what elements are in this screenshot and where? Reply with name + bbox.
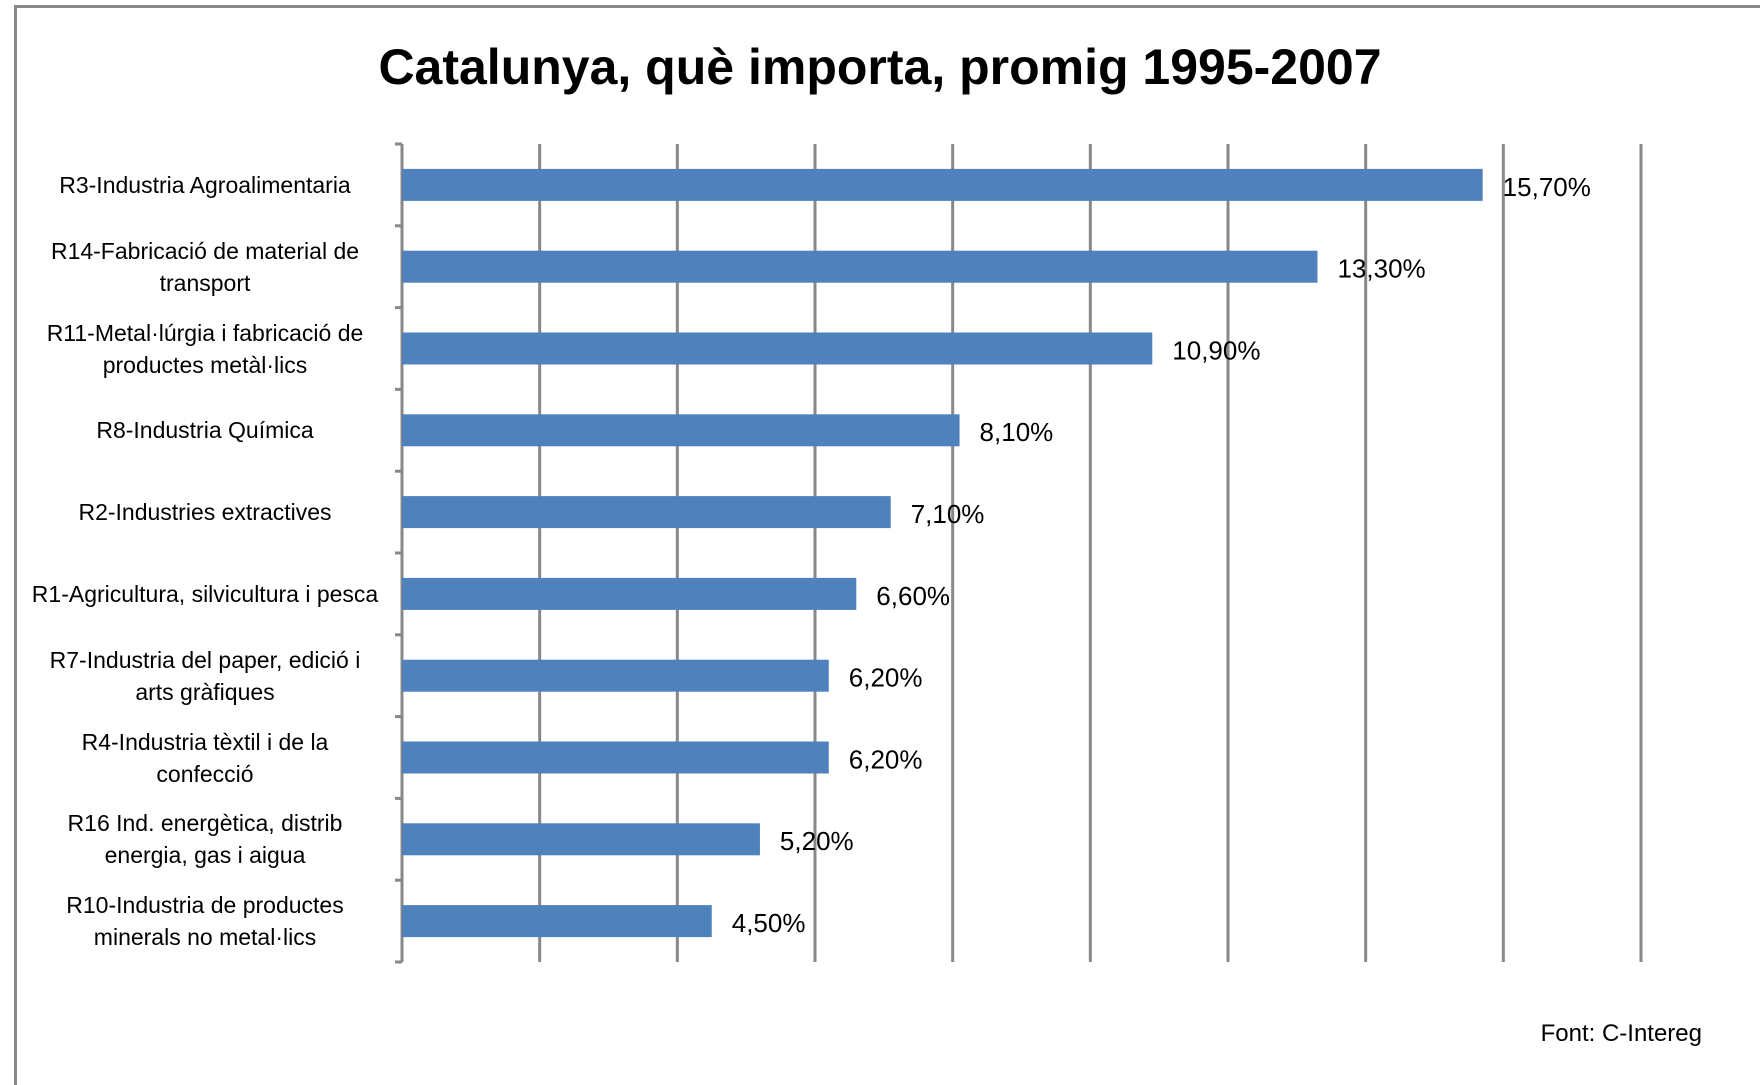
- data-label: 13,30%: [1337, 254, 1425, 284]
- y-tick-label: R4-Industria tèxtil i de la confecció: [81, 728, 329, 787]
- y-tick-label: R1-Agricultura, silvicultura i pesca: [31, 580, 379, 607]
- y-tick-label: R16 Ind. energètica, distrib energia, ga…: [67, 810, 343, 869]
- y-tick-label: R7-Industria del paper, edició i arts gr…: [49, 646, 361, 705]
- bar: [402, 496, 891, 529]
- bar: [402, 823, 760, 856]
- y-tick-label: R10-Industria de productes minerals no m…: [66, 892, 344, 951]
- bar: [402, 905, 712, 938]
- bar: [402, 659, 829, 692]
- data-label: 6,60%: [876, 581, 950, 611]
- data-label: 10,90%: [1172, 335, 1260, 365]
- data-label: 7,10%: [911, 499, 985, 529]
- chart-title: Catalunya, què importa, promig 1995-2007: [378, 39, 1382, 95]
- bar: [402, 332, 1153, 365]
- data-label: 4,50%: [732, 908, 806, 938]
- bar: [402, 414, 960, 447]
- y-tick-label: R8-Industria Química: [96, 417, 314, 444]
- bar: [402, 577, 857, 610]
- data-label: 8,10%: [980, 417, 1054, 447]
- data-label: 6,20%: [849, 744, 923, 774]
- y-tick-label: R14-Fabricació de material de transport: [50, 237, 360, 296]
- bar: [402, 250, 1318, 283]
- data-label: 5,20%: [780, 826, 854, 856]
- bar: [402, 741, 829, 774]
- data-label: 15,70%: [1503, 172, 1591, 202]
- chart-frame: [14, 5, 1760, 1085]
- y-tick-label: R11-Metal·lúrgia i fabricació de product…: [46, 319, 364, 378]
- bar: [402, 168, 1483, 201]
- y-tick-label: R2-Industries extractives: [78, 499, 332, 526]
- data-label: 6,20%: [849, 663, 923, 693]
- y-tick-label: R3-Industria Agroalimentaria: [59, 171, 351, 198]
- source-note: Font: C-Intereg: [1540, 1020, 1702, 1047]
